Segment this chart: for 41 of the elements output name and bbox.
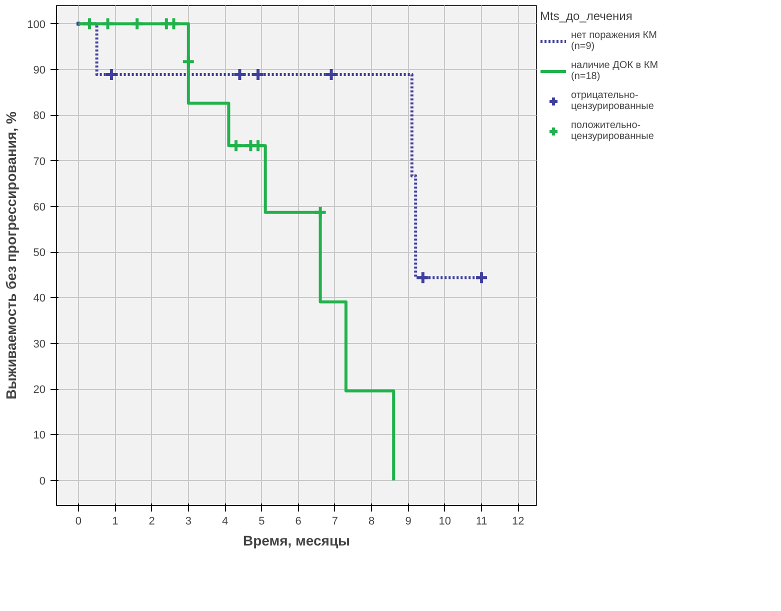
legend-title: Mts_до_лечения bbox=[540, 9, 634, 23]
y-tick-label: 50 bbox=[33, 247, 46, 260]
point bbox=[181, 54, 196, 69]
y-tick-label: 40 bbox=[33, 292, 46, 305]
x-tick-label: 10 bbox=[438, 516, 452, 528]
x-tick-label: 7 bbox=[332, 516, 338, 528]
y-tick-label: 30 bbox=[33, 338, 46, 350]
legend-label: положительно- цензурированные bbox=[571, 119, 654, 144]
x-tick-label: 12 bbox=[512, 516, 524, 528]
point bbox=[313, 205, 328, 220]
legend-label: нет поражения КМ (n=9) bbox=[571, 29, 657, 54]
x-tick-label: 1 bbox=[112, 516, 118, 528]
point bbox=[474, 270, 489, 285]
y-tick-label: 80 bbox=[33, 110, 46, 122]
legend-label: наличие ДОК в КМ (n=18) bbox=[571, 59, 658, 84]
x-tick-label: 6 bbox=[295, 516, 302, 528]
point bbox=[100, 16, 115, 31]
x-tick-label: 4 bbox=[222, 516, 228, 528]
x-tick-label: 8 bbox=[368, 516, 375, 528]
point bbox=[130, 16, 144, 31]
x-tick-label: 0 bbox=[75, 516, 82, 528]
point bbox=[416, 270, 430, 285]
y-tick-label: 60 bbox=[33, 201, 46, 214]
y-tick-label: 70 bbox=[33, 156, 46, 168]
x-tick-label: 5 bbox=[258, 516, 265, 528]
x-tick-label: 11 bbox=[476, 516, 488, 528]
x-tick-label: 2 bbox=[148, 516, 155, 528]
y-tick-label: 0 bbox=[39, 475, 46, 488]
point bbox=[251, 138, 266, 153]
x-tick-label: 3 bbox=[185, 516, 192, 528]
point bbox=[166, 16, 181, 31]
y-tick-label: 20 bbox=[33, 384, 46, 396]
y-tick-label: 10 bbox=[33, 430, 46, 442]
y-axis-title: Выживаемость без прогрессирования, % bbox=[3, 111, 20, 400]
point bbox=[229, 138, 244, 153]
x-axis-title: Время, месяцы bbox=[242, 532, 350, 548]
point bbox=[82, 16, 96, 31]
x-tick-label: 9 bbox=[405, 516, 412, 528]
y-tick-label: 100 bbox=[27, 18, 46, 31]
legend-label: отрицательно- цензурированные bbox=[571, 89, 654, 114]
y-tick-label: 90 bbox=[33, 64, 46, 76]
